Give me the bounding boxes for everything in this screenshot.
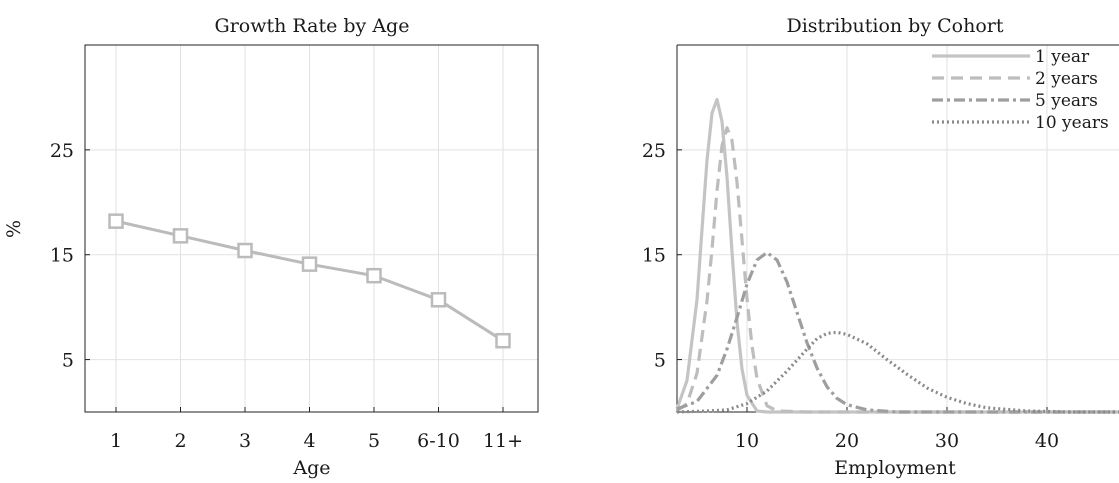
right-y-tick-label: 5: [654, 350, 666, 372]
left-x-tick-label: 11+: [483, 430, 523, 452]
left-chart-title: Growth Rate by Age: [215, 15, 410, 37]
left-x-tick-label: 4: [303, 430, 315, 452]
growth-rate-marker: [495, 332, 511, 349]
growth-rate-marker: [108, 213, 124, 229]
left-x-axis-label: Age: [292, 457, 330, 479]
series-line-1-year: [675, 97, 1119, 414]
left-y-tick-labels: 5 15 25: [50, 140, 74, 372]
right-x-tick-label: 20: [835, 430, 859, 452]
distribution-panel: Distribution by Cohort 10 20 30 40 5 15 25 Em…: [642, 15, 1119, 479]
series-line-2-years: [676, 126, 1119, 414]
growth-rate-marker: [430, 292, 447, 308]
left-y-axis-label: %: [3, 220, 25, 238]
right-x-tick-labels: 10 20 30 40: [735, 430, 1059, 452]
legend-label-5-years: 5 years: [1035, 91, 1098, 111]
right-y-tick-label: 15: [642, 245, 666, 267]
right-x-tick-label: 40: [1035, 430, 1059, 452]
left-grid: [85, 45, 538, 412]
growth-rate-marker: [366, 267, 382, 284]
right-grid: [677, 45, 1119, 412]
growth-rate-marker: [172, 228, 189, 244]
left-y-tick-label: 15: [50, 245, 74, 267]
left-x-tick-labels: 1 2 3 4 5 6-10 11+: [110, 430, 523, 452]
left-y-tick-label: 5: [62, 350, 74, 372]
right-x-tick-label: 30: [935, 430, 959, 452]
left-x-tick-label: 2: [174, 430, 186, 452]
right-y-tick-labels: 5 15 25: [642, 140, 666, 372]
growth-rate-marker: [301, 256, 318, 272]
series-line-5-years: [676, 251, 1119, 414]
left-x-tick-label: 3: [239, 430, 251, 452]
growth-rate-marker: [237, 242, 253, 259]
legend-label-10-years: 10 years: [1035, 113, 1109, 133]
right-y-tick-label: 25: [642, 140, 666, 162]
right-x-axis-label: Employment: [834, 457, 956, 479]
left-x-tick-label: 5: [368, 430, 380, 452]
legend-label-2-years: 2 years: [1035, 69, 1098, 89]
left-y-tick-label: 25: [50, 140, 74, 162]
left-plot-area: [84, 44, 539, 413]
legend-label-1-year: 1 year: [1035, 47, 1090, 67]
right-x-tick-label: 10: [735, 430, 759, 452]
left-series: [108, 213, 511, 349]
right-series: [675, 97, 1119, 414]
left-x-tick-label: 6-10: [417, 430, 460, 452]
right-chart-title: Distribution by Cohort: [787, 15, 1004, 37]
left-x-tick-label: 1: [110, 430, 122, 452]
growth-rate-panel: Growth Rate by Age 1 2 3 4 5 6-10 11+ 5 15 25 Ag…: [3, 15, 539, 479]
